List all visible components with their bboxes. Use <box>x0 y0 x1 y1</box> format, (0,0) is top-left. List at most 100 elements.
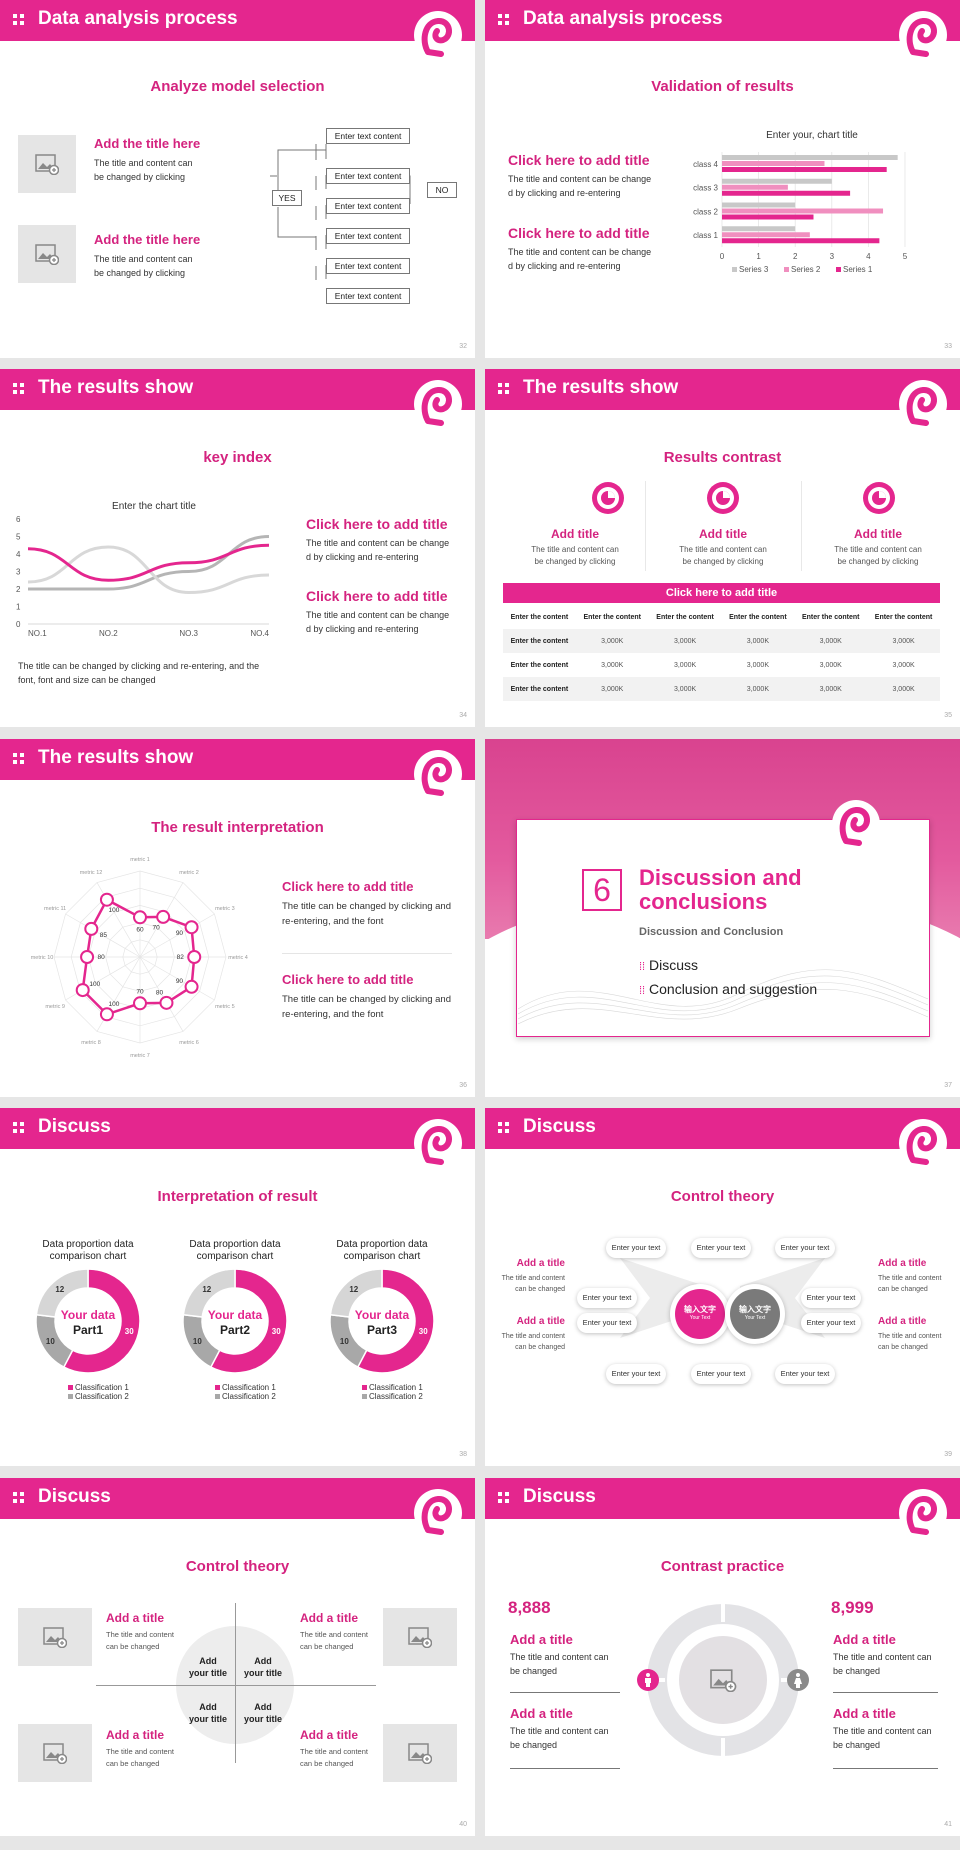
logo-icon <box>832 800 880 848</box>
header-title: The results show <box>523 377 679 398</box>
image-placeholder[interactable] <box>18 225 76 283</box>
slide-35[interactable]: The results show Results contrast Add ti… <box>485 369 960 727</box>
center-circle[interactable]: 输入文字 Your Text <box>730 1289 780 1339</box>
bar <box>722 178 832 184</box>
image-placeholder[interactable] <box>383 1724 457 1782</box>
image-placeholder[interactable] <box>18 135 76 193</box>
bullet-item: ⁞⁞ Discuss <box>639 957 699 973</box>
radar-spoke <box>139 913 215 958</box>
donut-legend: Classification 1 Classification 2 <box>18 1383 158 1401</box>
slide-36[interactable]: The results show The result interpretati… <box>0 739 475 1097</box>
radar-point <box>184 920 199 935</box>
flow-box[interactable]: Enter text content <box>326 198 410 214</box>
flow-box[interactable]: Enter text content <box>326 228 410 244</box>
flow-box[interactable]: Enter text content <box>326 128 410 144</box>
radar-axis-label: metric 1 <box>130 857 150 863</box>
quad-label[interactable]: Add your title <box>188 1702 227 1724</box>
logo-icon <box>899 11 947 59</box>
item-title: Add the title here <box>94 136 201 151</box>
y-tick-label: class 3 <box>693 184 718 193</box>
radar-spoke <box>139 956 184 1032</box>
donut-value-label: 10 <box>46 1337 55 1346</box>
slide-34[interactable]: The results show key index Enter the cha… <box>0 369 475 727</box>
item-text: The title and content can be change d by … <box>508 247 652 271</box>
text-pill[interactable]: Enter your text <box>606 1364 666 1384</box>
radar-axis-label: metric 11 <box>44 906 66 912</box>
text-pill[interactable]: Enter your text <box>691 1238 751 1258</box>
radar-point <box>133 996 147 1011</box>
page-number: 32 <box>459 343 467 350</box>
slide-33[interactable]: Data analysis process Validation of resu… <box>485 0 960 358</box>
text-pill[interactable]: Enter your text <box>775 1364 835 1384</box>
radar-axis-label: metric 6 <box>179 1040 199 1046</box>
logo-icon <box>414 1489 462 1537</box>
flow-yes[interactable]: YES <box>272 190 302 206</box>
series-line <box>27 543 270 582</box>
bar <box>722 190 851 196</box>
side-text: The title and content can be changed <box>878 1275 942 1293</box>
text-pill[interactable]: Enter your text <box>691 1364 751 1384</box>
logo-icon <box>899 380 947 428</box>
flow-box[interactable]: Enter text content <box>326 258 410 274</box>
header-title: Discuss <box>523 1486 596 1507</box>
radar-point <box>84 921 99 936</box>
x-tick-label: 5 <box>903 252 908 261</box>
item-text: The title and content can be changed <box>833 1726 932 1750</box>
flow-no[interactable]: NO <box>427 182 457 198</box>
slide-38[interactable]: Discuss Interpretation of result Data pr… <box>0 1108 475 1466</box>
divider <box>833 1692 938 1693</box>
legend-item: Classification 1 <box>68 1383 158 1392</box>
slide-40[interactable]: Discuss Control theory Add your title Add… <box>0 1478 475 1836</box>
dots-icon <box>13 383 24 394</box>
table-row: Enter the content 3,000K 3,000K 3,000K 3,000… <box>503 629 940 653</box>
column-text: The title and content can be changed by c… <box>531 545 619 567</box>
text-pill[interactable]: Enter your text <box>801 1288 861 1308</box>
header-title: Discuss <box>523 1116 596 1137</box>
radar-value-label: 80 <box>97 954 105 961</box>
donut-chart: Data proportion data comparison chart 30 10… <box>18 1239 158 1401</box>
radar-point <box>184 979 199 994</box>
slide-37[interactable]: 6 Discussion and conclusions Discussion a… <box>485 739 960 1097</box>
header-title: The results show <box>38 747 194 768</box>
text-pill[interactable]: Enter your text <box>775 1238 835 1258</box>
donut-slice <box>182 1268 236 1318</box>
table-title-bar[interactable]: Click here to add title <box>503 583 940 603</box>
x-tick-label: 2 <box>793 252 798 261</box>
text-pill[interactable]: Enter your text <box>577 1288 637 1308</box>
bar <box>722 232 810 238</box>
text-pill[interactable]: Enter your text <box>577 1313 637 1333</box>
item-title: Click here to add title <box>508 225 650 241</box>
slide-32[interactable]: Data analysis process Analyze model sele… <box>0 0 475 358</box>
logo-icon <box>414 380 462 428</box>
bar <box>722 161 825 166</box>
side-title: Add a title <box>878 1258 927 1269</box>
radar-point <box>156 909 171 924</box>
slide-title: Contrast practice <box>660 1558 785 1575</box>
slide-header: The results show <box>0 369 475 410</box>
image-placeholder[interactable] <box>18 1608 92 1666</box>
legend-swatch <box>784 267 789 272</box>
logo-icon <box>414 1119 462 1167</box>
bullet-icon: ⁞⁞ <box>639 961 646 973</box>
quad-label[interactable]: Add your title <box>243 1702 282 1724</box>
center-circle[interactable]: 输入文字 Your Text <box>675 1289 725 1339</box>
radar-point <box>99 1007 114 1022</box>
bar-chart: Enter your, chart title 0 1 2 3 4 5 class 1 cla… <box>693 130 908 274</box>
image-placeholder[interactable] <box>18 1724 92 1782</box>
quad-label[interactable]: Add your title <box>243 1656 282 1678</box>
flow-box[interactable]: Enter text content <box>326 168 410 184</box>
side-text: The title and content can be changed <box>501 1275 565 1293</box>
legend-label: Series 3 <box>739 265 769 274</box>
page-number: 38 <box>459 1451 467 1458</box>
header-title: The results show <box>38 377 194 398</box>
page-number: 33 <box>944 343 952 350</box>
text-pill[interactable]: Enter your text <box>801 1313 861 1333</box>
slide-41[interactable]: Discuss Contrast practice 8,888 Add a ti… <box>485 1478 960 1836</box>
item-text: The title and content can be changed <box>106 1747 174 1768</box>
slide-39[interactable]: Discuss Control theory 输入文字 Your Text 输入文… <box>485 1108 960 1466</box>
flow-box[interactable]: Enter text content <box>326 288 410 304</box>
item-title: Add the title here <box>94 232 201 247</box>
text-pill[interactable]: Enter your text <box>606 1238 666 1258</box>
image-placeholder[interactable] <box>383 1608 457 1666</box>
quad-label[interactable]: Add your title <box>188 1656 227 1678</box>
